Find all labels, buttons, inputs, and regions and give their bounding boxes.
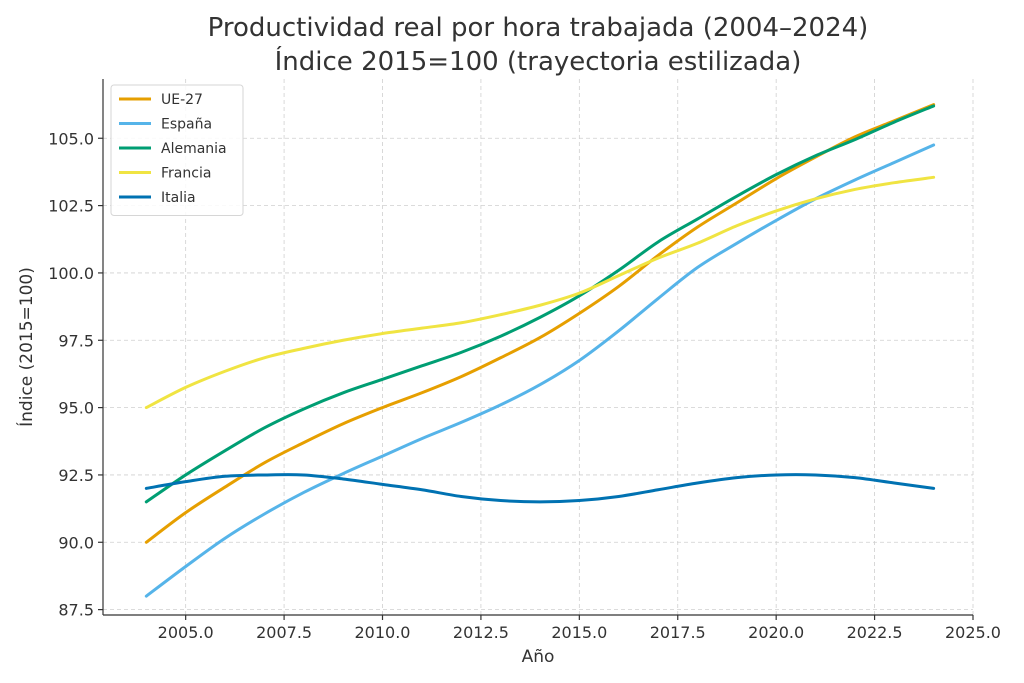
y-tick-label: 87.5 (58, 601, 94, 620)
x-axis-ticks: 2005.0 2007.5 2010.0 2012.5 2015.0 2017.5 2020… (158, 615, 1001, 642)
x-tick-label: 2005.0 (158, 623, 214, 642)
series-line-italia (144, 473, 936, 504)
x-tick-label: 2012.5 (453, 623, 509, 642)
x-tick-label: 2015.0 (551, 623, 607, 642)
legend-entry-label: Alemania (161, 141, 227, 157)
y-tick-label: 95.0 (58, 399, 94, 418)
y-tick-label: 97.5 (58, 331, 94, 350)
x-tick-label: 2017.5 (650, 623, 706, 642)
x-tick-label: 2022.5 (847, 623, 903, 642)
legend-entry-label: UE-27 (161, 92, 203, 108)
series-line-espana (144, 143, 936, 598)
x-tick-label: 2007.5 (256, 623, 312, 642)
series-line-francia (144, 175, 936, 410)
grid (103, 79, 974, 615)
y-axis-ticks: 87.5 90.0 92.5 95.0 97.5 100.0 102.5 105.0 (48, 129, 103, 620)
series-line-alemania (144, 104, 936, 504)
legend-entry-label: España (161, 117, 212, 133)
y-axis-label: Índice (2015=100) (15, 267, 37, 427)
y-tick-label: 90.0 (58, 533, 94, 552)
chart-title: Productividad real por hora trabajada (2… (208, 13, 869, 43)
x-tick-label: 2025.0 (945, 623, 1001, 642)
y-tick-label: 92.5 (58, 466, 94, 485)
series-lines (144, 103, 936, 598)
axes (102, 79, 973, 616)
y-tick-label: 105.0 (48, 129, 94, 148)
legend: UE-27 España Alemania Francia Italia (110, 84, 244, 216)
y-tick-label: 102.5 (48, 197, 94, 216)
x-tick-label: 2020.0 (748, 623, 804, 642)
x-tick-label: 2010.0 (355, 623, 411, 642)
legend-entry-label: Francia (161, 166, 211, 182)
legend-box (110, 84, 244, 216)
legend-entry-label: Italia (161, 190, 196, 206)
chart-subtitle: Índice 2015=100 (trayectoria estilizada) (275, 45, 802, 77)
series-line-ue-27 (144, 103, 936, 544)
x-axis-label: Año (522, 647, 555, 667)
y-tick-label: 100.0 (48, 264, 94, 283)
